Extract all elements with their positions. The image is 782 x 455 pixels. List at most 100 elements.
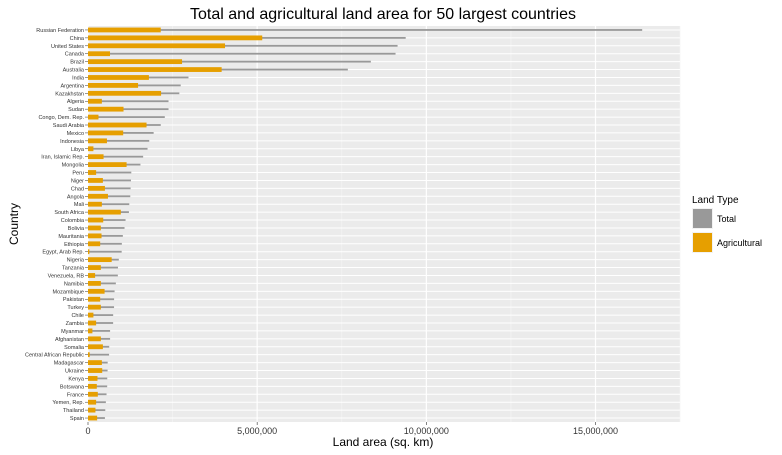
- bar-agricultural: [88, 328, 93, 334]
- bar-total: [88, 195, 131, 198]
- bar-total: [88, 171, 132, 174]
- x-tick-label: 5,000,000: [237, 426, 277, 436]
- bar-total: [88, 282, 116, 285]
- category-label: Australia: [63, 68, 85, 74]
- category-label: Egypt, Arab Rep.: [42, 250, 84, 256]
- bar-agricultural: [88, 312, 94, 318]
- bar-total: [88, 100, 169, 103]
- bar-agricultural: [88, 399, 97, 405]
- bar-agricultural: [88, 407, 96, 413]
- bar-total: [88, 52, 396, 55]
- bar-agricultural: [88, 90, 162, 96]
- category-label: China: [70, 36, 85, 42]
- plot-panel: [88, 26, 680, 422]
- bar-agricultural: [88, 225, 101, 231]
- bar-total: [88, 322, 114, 324]
- bar-agricultural: [88, 391, 98, 397]
- category-label: Mexico: [67, 131, 84, 137]
- bar-agricultural: [88, 304, 101, 310]
- category-label: Afghanistan: [55, 337, 84, 343]
- bar-total: [88, 203, 130, 206]
- category-label: Tanzania: [62, 266, 85, 272]
- category-label: Central African Republic: [25, 353, 84, 359]
- bar-agricultural: [88, 170, 97, 175]
- bar-agricultural: [88, 360, 102, 365]
- bar-agricultural: [88, 296, 101, 302]
- bar-total: [88, 234, 123, 237]
- bar-agricultural: [88, 185, 105, 191]
- bar-total: [88, 401, 106, 404]
- bar-agricultural: [88, 201, 102, 207]
- bar-agricultural: [88, 320, 97, 326]
- bar-agricultural: [88, 67, 222, 72]
- category-label: Angola: [67, 194, 85, 200]
- bar-agricultural: [88, 162, 127, 167]
- category-label: Nigeria: [67, 258, 85, 264]
- bar-agricultural: [88, 114, 99, 120]
- category-label: Mozambique: [53, 289, 85, 295]
- bar-agricultural: [88, 336, 101, 342]
- bar-agricultural: [88, 75, 149, 80]
- bar-agricultural: [88, 249, 90, 255]
- category-label: Myanmar: [61, 329, 84, 335]
- bar-total: [88, 219, 126, 221]
- bar-total: [88, 227, 125, 229]
- category-label: Iran, Islamic Rep.: [41, 155, 84, 161]
- bar-total: [88, 60, 371, 63]
- bar-agricultural: [88, 257, 112, 263]
- category-label: Congo, Dem. Rep.: [38, 115, 84, 121]
- bar-total: [88, 108, 169, 111]
- x-tick-label: 15,000,000: [573, 426, 618, 436]
- bar-agricultural: [88, 154, 104, 160]
- category-label: Algeria: [67, 99, 85, 105]
- category-label: Kazakhstan: [55, 91, 84, 97]
- bar-total: [88, 29, 643, 31]
- legend-key-agricultural: [693, 233, 712, 252]
- category-label: Thailand: [63, 408, 84, 414]
- x-tick-label: 0: [85, 426, 90, 436]
- bar-total: [88, 242, 122, 245]
- bar-total: [88, 44, 398, 47]
- bar-agricultural: [88, 415, 98, 421]
- bar-total: [88, 353, 110, 356]
- bar-agricultural: [88, 130, 124, 136]
- category-label: Botswana: [60, 384, 85, 390]
- bar-agricultural: [88, 35, 263, 41]
- category-label: Ethiopia: [64, 242, 85, 248]
- category-label: Chad: [71, 186, 84, 192]
- bar-agricultural: [88, 383, 97, 389]
- category-label: Colombia: [61, 218, 85, 224]
- legend: Land Type Total Agricultural: [692, 195, 762, 253]
- bar-total: [88, 330, 111, 332]
- bar-agricultural: [88, 178, 103, 183]
- category-label: Libya: [71, 147, 85, 153]
- bar-total: [88, 377, 108, 380]
- legend-title: Land Type: [692, 195, 739, 206]
- bar-agricultural: [88, 368, 103, 373]
- bar-agricultural: [88, 281, 101, 286]
- bar-total: [88, 385, 108, 388]
- category-label: France: [67, 392, 84, 398]
- bar-total: [88, 298, 115, 301]
- legend-label: Total: [717, 214, 736, 224]
- bar-agricultural: [88, 352, 90, 358]
- category-label: Mauritania: [58, 234, 85, 240]
- bar-agricultural: [88, 59, 183, 65]
- x-tick-label: 10,000,000: [404, 426, 449, 436]
- bar-total: [88, 314, 114, 316]
- category-label: Russian Federation: [36, 28, 84, 34]
- bar-agricultural: [88, 106, 124, 112]
- category-label: Yemen, Rep.: [52, 400, 84, 406]
- category-label: Mongolia: [62, 163, 85, 169]
- bar-agricultural: [88, 51, 110, 57]
- bar-agricultural: [88, 241, 101, 247]
- bar-agricultural: [88, 233, 102, 239]
- bar-agricultural: [88, 138, 107, 144]
- legend-key-total: [693, 209, 712, 228]
- bar-total: [88, 155, 144, 158]
- bar-agricultural: [88, 43, 226, 49]
- category-label: Saudi Arabia: [53, 123, 85, 129]
- category-label: Bolivia: [68, 226, 85, 232]
- category-label: Chile: [71, 313, 84, 319]
